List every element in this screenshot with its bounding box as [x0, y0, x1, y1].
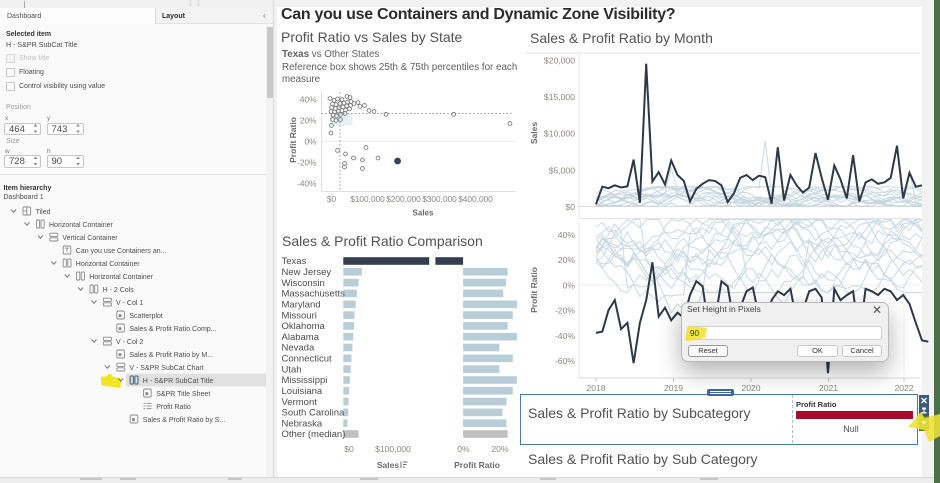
svg-text:Profit Ratio: Profit Ratio: [529, 267, 539, 313]
svg-text:H - S&PR SubCat Title: H - S&PR SubCat Title: [143, 378, 214, 385]
svg-text:Scatterplot: Scatterplot: [129, 313, 163, 320]
svg-text:V - Col 1: V - Col 1: [116, 300, 143, 307]
svg-text:40%: 40%: [300, 95, 317, 105]
svg-text:Maryland: Maryland: [282, 300, 321, 311]
svg-text:Massachusetts: Massachusetts: [282, 289, 346, 300]
svg-text:H - 2 Cols: H - 2 Cols: [103, 287, 135, 294]
svg-text:Tiled: Tiled: [36, 209, 51, 216]
svg-text:-60%: -60%: [555, 356, 575, 366]
svg-text:0%: 0%: [457, 444, 470, 454]
svg-text:Horizontal Container: Horizontal Container: [89, 274, 153, 281]
svg-text:Connecticut: Connecticut: [282, 354, 333, 365]
svg-text:Sales: Sales: [377, 460, 399, 470]
svg-text:-40%: -40%: [297, 179, 317, 189]
svg-text:$0: $0: [344, 444, 354, 454]
svg-text:$5,000: $5,000: [549, 165, 576, 175]
svg-text:$300,000: $300,000: [422, 194, 457, 204]
svg-text:2021: 2021: [819, 383, 838, 393]
svg-text:0%: 0%: [305, 137, 318, 147]
svg-text:Nevada: Nevada: [282, 343, 315, 354]
svg-text:Sales & Profit Ratio by M...: Sales & Profit Ratio by M...: [129, 352, 213, 359]
svg-text:$400,000: $400,000: [458, 194, 493, 204]
svg-text:Texas: Texas: [282, 256, 307, 267]
svg-text:$0: $0: [327, 194, 337, 204]
svg-text:20%: 20%: [300, 116, 317, 126]
svg-text:2019: 2019: [664, 383, 683, 393]
svg-text:$200,000: $200,000: [386, 194, 421, 204]
svg-text:$10,000: $10,000: [544, 129, 575, 139]
svg-text:Sales & Profit Ratio by S...: Sales & Profit Ratio by S...: [143, 417, 226, 424]
svg-text:Sales: Sales: [529, 122, 539, 144]
svg-text:Other (median): Other (median): [282, 429, 346, 440]
svg-text:Vermont: Vermont: [282, 397, 318, 408]
svg-text:New Jersey: New Jersey: [282, 267, 332, 278]
svg-text:Mississippi: Mississippi: [282, 375, 328, 386]
svg-text:$100,000: $100,000: [375, 444, 411, 454]
svg-text:-40%: -40%: [555, 331, 575, 341]
svg-text:Nebraska: Nebraska: [282, 418, 323, 429]
svg-text:20%: 20%: [558, 255, 576, 265]
svg-text:$100,000: $100,000: [350, 194, 385, 204]
svg-text:Louisiana: Louisiana: [282, 386, 323, 397]
svg-text:2018: 2018: [586, 383, 605, 393]
svg-text:Can you use Containers an...: Can you use Containers an...: [76, 248, 167, 255]
svg-text:$15,000: $15,000: [544, 92, 575, 102]
svg-text:$20,000: $20,000: [544, 56, 575, 66]
svg-text:V - Col 2: V - Col 2: [116, 339, 143, 346]
svg-text:Profit Ratio: Profit Ratio: [156, 404, 191, 411]
svg-text:Wisconsin: Wisconsin: [282, 278, 325, 289]
svg-text:0%: 0%: [563, 280, 576, 290]
svg-text:-20%: -20%: [297, 158, 317, 168]
svg-text:Oklahoma: Oklahoma: [282, 321, 326, 332]
svg-text:Horizontal Container: Horizontal Container: [49, 222, 113, 229]
svg-text:2022: 2022: [894, 383, 913, 393]
svg-text:$0: $0: [565, 202, 575, 212]
svg-text:Vertical Container: Vertical Container: [62, 235, 118, 242]
svg-text:Missouri: Missouri: [282, 310, 317, 321]
svg-text:Profit Ratio: Profit Ratio: [288, 117, 298, 163]
svg-text:V - S&PR SubCat Chart: V - S&PR SubCat Chart: [129, 365, 203, 372]
svg-text:S&PR Title Sheet: S&PR Title Sheet: [156, 391, 210, 398]
svg-text:Horizontal Container: Horizontal Container: [76, 261, 140, 268]
svg-text:Sales & Profit Ratio Comp...: Sales & Profit Ratio Comp...: [129, 326, 216, 333]
svg-text:Profit Ratio: Profit Ratio: [454, 460, 500, 470]
svg-text:40%: 40%: [558, 230, 576, 240]
svg-text:2020: 2020: [741, 383, 760, 393]
svg-text:20%: 20%: [491, 444, 509, 454]
svg-text:South Carolina: South Carolina: [282, 408, 346, 419]
svg-text:Alabama: Alabama: [282, 332, 320, 343]
svg-text:Sales: Sales: [413, 209, 434, 218]
svg-text:Utah: Utah: [282, 364, 302, 375]
svg-text:-20%: -20%: [555, 306, 575, 316]
